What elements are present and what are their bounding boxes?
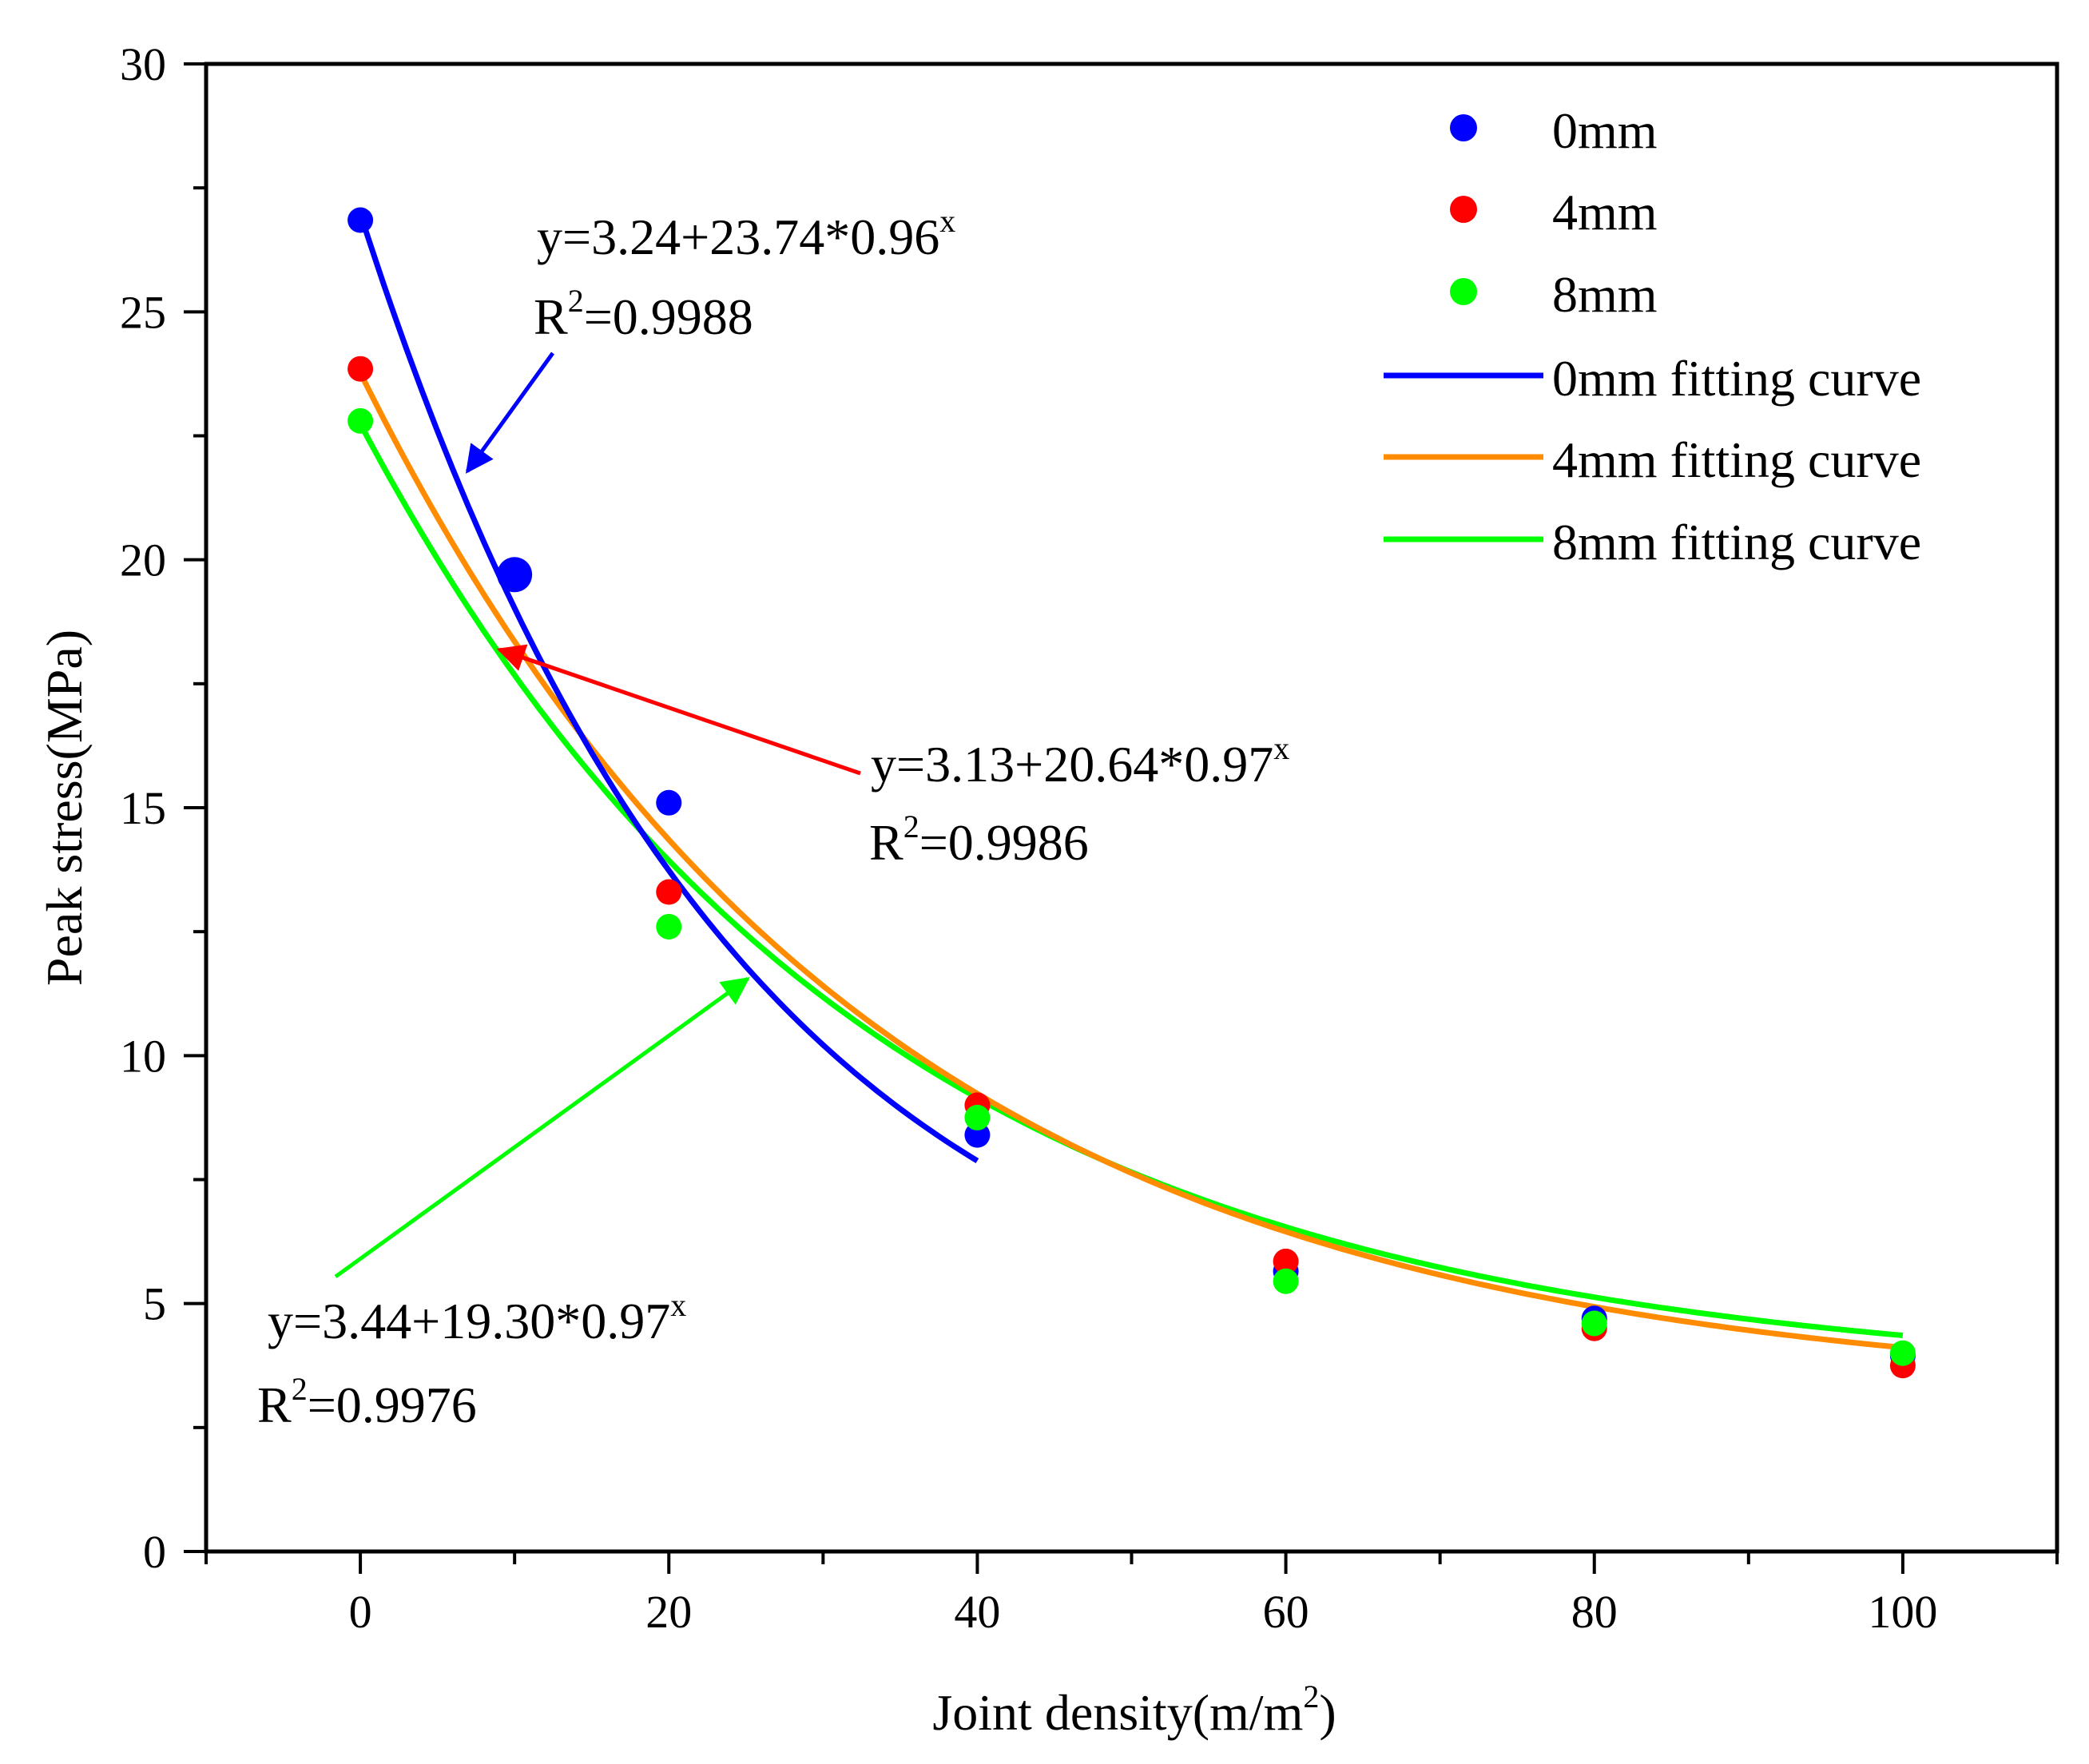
x-tick-label: 80 [1571,1586,1618,1638]
y-tick-label: 5 [143,1278,166,1330]
fitting-curves [357,213,1904,1351]
x-tick-label: 100 [1868,1586,1937,1638]
annotation-arrow-4mm [496,644,861,776]
data-point-0mm [348,207,374,233]
legend-marker-4mm [1450,196,1477,223]
legend-label-4mm-fit: 4mm fitting curve [1552,431,1921,488]
y-tick-label: 20 [120,534,166,586]
x-tick-label: 20 [645,1586,692,1638]
y-tick-label: 30 [120,38,166,90]
y-axis-title: Peak stress(MPa) [36,630,93,986]
data-point-8mm [656,913,682,940]
axis-ticks: 0 20 40 60 80 100 0 5 10 15 20 25 30 [120,38,2059,1638]
fit-curve-0mm [357,213,979,1163]
legend-label-4mm: 4mm [1552,184,1658,240]
data-point-8mm [1273,1268,1299,1294]
legend-label-0mm-fit: 0mm fitting curve [1552,350,1921,407]
equation-0mm: y=3.24+23.74*0.96x [537,203,955,265]
data-point-8mm [348,407,374,434]
annotation-4mm: y=3.13+20.64*0.97x R2=0.9986 [869,730,1289,871]
legend-label-8mm-fit: 8mm fitting curve [1552,514,1921,570]
y-tick-label: 10 [120,1030,166,1082]
equation-4mm: y=3.13+20.64*0.97x [871,730,1289,793]
data-point-4mm [656,879,682,905]
annotation-arrow-0mm [465,352,555,474]
y-tick-label: 15 [120,782,166,834]
r2-0mm: R2=0.9988 [534,283,753,345]
annotation-8mm: y=3.44+19.30*0.97x R2=0.9976 [257,1287,686,1433]
x-tick-label: 60 [1263,1586,1309,1638]
data-points [348,207,1916,1379]
data-point-0mm [497,557,533,593]
legend-label-0mm: 0mm [1552,102,1658,159]
data-point-8mm [964,1104,991,1130]
x-axis-title: Joint density(m/m2) [932,1679,1336,1741]
y-tick-label: 0 [143,1526,166,1578]
fit-curve-4mm [357,371,1904,1351]
legend-label-8mm: 8mm [1552,266,1658,323]
y-tick-label: 25 [120,286,166,338]
equation-8mm: y=3.44+19.30*0.97x [268,1287,686,1349]
data-point-0mm [656,789,682,816]
data-point-4mm [1273,1248,1299,1274]
x-tick-label: 0 [349,1586,372,1638]
r2-8mm: R2=0.9976 [257,1371,477,1433]
annotation-arrow-8mm [334,976,750,1279]
legend: 0mm 4mm 8mm 0mm fitting curve 4mm fittin… [1384,102,1921,570]
legend-marker-8mm [1450,278,1477,305]
data-point-8mm [1889,1340,1916,1366]
x-tick-label: 40 [954,1586,1000,1638]
data-point-8mm [1581,1310,1607,1337]
legend-marker-0mm [1450,114,1477,141]
data-point-4mm [348,356,374,382]
r2-4mm: R2=0.9986 [869,808,1089,871]
annotation-0mm: y=3.24+23.74*0.96x R2=0.9988 [534,203,955,345]
